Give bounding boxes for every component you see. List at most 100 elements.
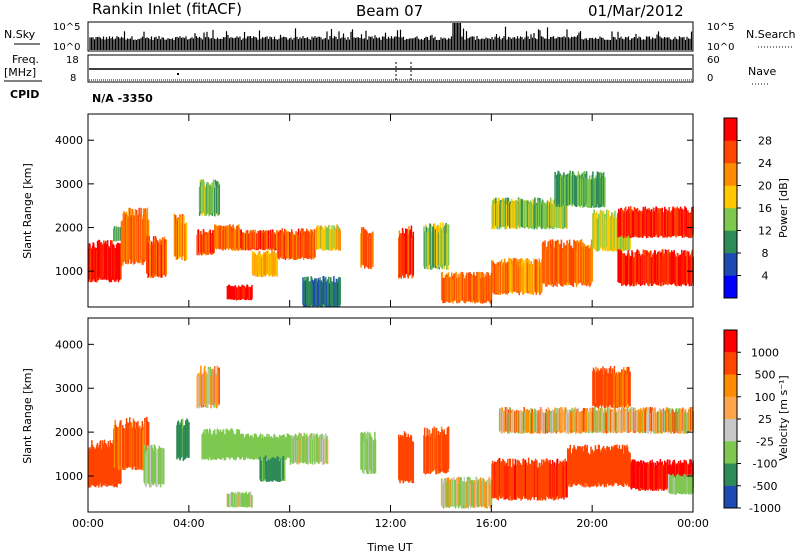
colorbar-tick-label: 20 <box>758 180 772 193</box>
y-tick-label: 2000 <box>55 222 83 235</box>
y-tick-label: 4000 <box>55 134 83 147</box>
heatmap-cell <box>591 240 594 282</box>
colorbar-tick-label: -1000 <box>749 502 781 515</box>
nsearch-tick-bottom: 10^0 <box>707 42 734 53</box>
power-heatmap <box>88 170 694 307</box>
heatmap-cell <box>251 495 253 508</box>
colorbar-swatch <box>724 275 737 299</box>
heatmap-cell <box>218 184 220 215</box>
power-x-axis <box>87 114 694 307</box>
velocity-colorbar-label: Velocity [m s⁻¹] <box>777 375 790 460</box>
colorbar-tick-label: 8 <box>762 247 769 260</box>
heatmap-cell <box>374 439 377 473</box>
x-tick-label: 00:00 <box>677 517 709 530</box>
y-tick-label: 2000 <box>55 426 83 439</box>
freq-label: Freq. <box>12 53 39 66</box>
colorbar-swatch <box>724 463 737 486</box>
heatmap-cell <box>447 426 450 469</box>
colorbar-tick-label: -25 <box>756 435 774 448</box>
colorbar-tick-label: 12 <box>758 225 772 238</box>
heatmap-cell <box>165 239 168 275</box>
freq-tick-bottom: 8 <box>70 73 76 84</box>
colorbar-swatch <box>724 208 737 231</box>
heatmap-cell <box>276 256 278 277</box>
heatmap-cell <box>326 439 329 465</box>
colorbar-swatch <box>724 374 737 397</box>
colorbar-swatch <box>724 485 737 509</box>
power-y-axis: 1000 2000 3000 4000 <box>55 134 693 278</box>
nsky-tick-bottom: 10^0 <box>53 42 80 53</box>
date-title: 01/Mar/2012 <box>588 2 684 20</box>
heatmap-cell <box>188 422 190 458</box>
y-tick-label: 3000 <box>55 382 83 395</box>
colorbar-swatch <box>724 185 737 209</box>
velocity-colorbar-ticks: 1000 500 100 25 -25 -100 -500 -1000 <box>737 346 781 515</box>
heatmap-cell <box>412 231 415 276</box>
colorbar-tick-label: 500 <box>755 369 776 382</box>
frequency-panel: Freq. [MHz] 18 8 60 0 Nave <box>4 53 776 85</box>
colorbar-swatch <box>724 118 737 141</box>
frequency-glitch <box>177 73 179 75</box>
velocity-y-axis-label: Slant Range [km] <box>21 368 34 464</box>
nsky-label: N.Sky <box>4 28 36 41</box>
velocity-x-axis: 00:00 04:00 08:00 12:00 16:00 20:00 00:00 <box>72 318 709 530</box>
heatmap-cell <box>147 421 150 467</box>
beam-title: Beam 07 <box>356 2 423 20</box>
heatmap-cell <box>372 231 374 267</box>
y-tick-label: 3000 <box>55 178 83 191</box>
time-axis-label: Time UT <box>366 541 412 554</box>
colorbar-swatch <box>724 163 737 186</box>
colorbar-tick-label: 100 <box>755 391 776 404</box>
power-colorbar-label: Power [dB] <box>777 178 790 238</box>
colorbar-swatch <box>724 419 737 442</box>
heatmap-cell <box>339 230 341 251</box>
colorbar-swatch <box>724 330 737 353</box>
x-tick-label: 12:00 <box>375 517 407 530</box>
colorbar-tick-label: -500 <box>753 480 778 493</box>
power-colorbar-ticks: 4 8 12 16 20 24 28 <box>737 135 772 283</box>
heatmap-cell <box>185 222 188 261</box>
x-tick-label: 16:00 <box>475 517 507 530</box>
colorbar-tick-label: 28 <box>758 135 772 148</box>
colorbar-swatch <box>724 352 737 375</box>
heatmap-cell <box>604 177 606 207</box>
cpid-label: CPID <box>10 88 39 101</box>
x-tick-label: 00:00 <box>72 517 104 530</box>
nsky-tick-top: 10^5 <box>53 22 80 33</box>
colorbar-tick-label: 16 <box>758 202 772 215</box>
power-colorbar: 4 8 12 16 20 24 28 Power [dB] <box>723 117 790 299</box>
y-tick-label: 4000 <box>55 338 83 351</box>
colorbar-tick-label: -100 <box>753 458 778 471</box>
velocity-colorbar: 1000 500 100 25 -25 -100 -500 -1000 Velocity [m… <box>723 329 790 515</box>
heatmap-cell <box>218 367 220 405</box>
station-title: Rankin Inlet (fitACF) <box>92 0 242 18</box>
velocity-heatmap <box>88 365 694 509</box>
heatmap-cell <box>251 284 253 299</box>
heatmap-cell <box>283 459 286 481</box>
velocity-panel: 1000 2000 3000 4000 00:00 04:00 08:00 12:00 16:… <box>21 317 709 554</box>
heatmap-cell <box>566 204 568 229</box>
heatmap-cell <box>447 224 450 266</box>
colorbar-swatch <box>724 441 737 464</box>
colorbar-swatch <box>724 230 737 254</box>
y-tick-label: 1000 <box>55 470 83 483</box>
colorbar-swatch <box>724 140 737 164</box>
power-panel: 1000 2000 3000 4000 Slant Range [km] <box>21 113 694 308</box>
freq-tick-top: 18 <box>66 55 79 66</box>
y-tick-label: 1000 <box>55 265 83 278</box>
heatmap-cell <box>629 371 631 407</box>
x-tick-label: 04:00 <box>173 517 205 530</box>
heatmap-cell <box>162 448 165 485</box>
colorbar-swatch <box>724 396 737 420</box>
colorbar-tick-label: 24 <box>758 157 772 170</box>
nave-label: Nave <box>748 65 776 78</box>
noise-trace <box>89 23 693 50</box>
power-colorbar-swatches <box>724 118 737 299</box>
velocity-y-axis: 1000 2000 3000 4000 <box>55 338 693 483</box>
nsearch-label: N.Search <box>746 28 796 41</box>
heatmap-cell <box>339 277 341 305</box>
x-tick-label: 08:00 <box>274 517 306 530</box>
colorbar-tick-label: 4 <box>762 270 769 283</box>
